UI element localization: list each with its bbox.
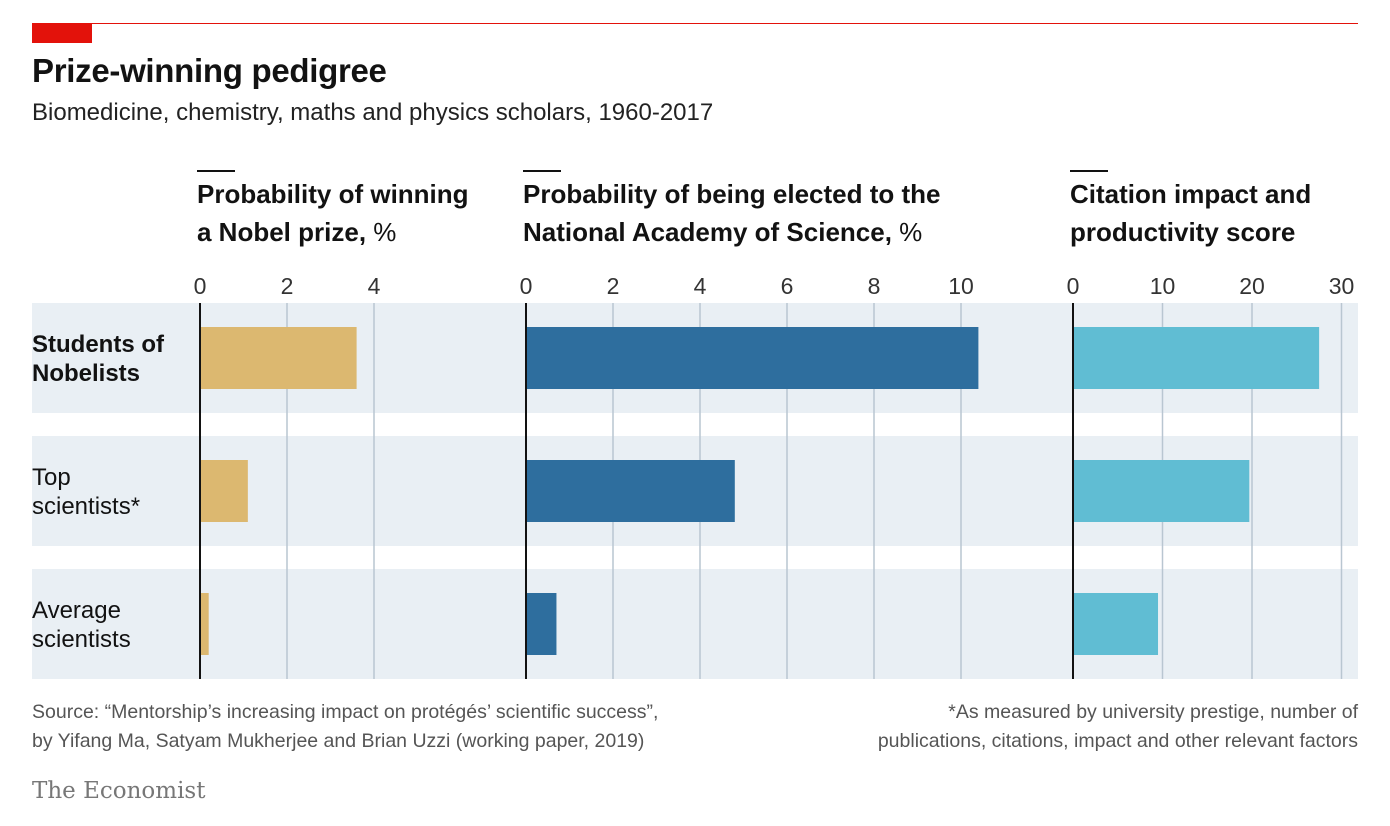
- panel-title-text: Probability of being elected to the: [523, 179, 941, 209]
- tick-label: 20: [1239, 273, 1265, 299]
- bar: [200, 327, 357, 389]
- tick-label: 6: [781, 273, 794, 299]
- tick-label: 8: [868, 273, 881, 299]
- row-label-line-1: Top: [32, 464, 71, 491]
- panel-title-unit: %: [892, 217, 922, 247]
- panel-title-text: productivity score: [1070, 217, 1295, 247]
- brand-red-bar: [32, 23, 92, 43]
- panel-title-line-2: National Academy of Science, %: [523, 217, 922, 247]
- tick-label: 30: [1329, 273, 1355, 299]
- row-label-line-2: scientists: [32, 626, 131, 653]
- panel-title-text: Probability of winning: [197, 179, 469, 209]
- chart-subtitle: Biomedicine, chemistry, maths and physic…: [32, 99, 714, 126]
- panel-title-text: a Nobel prize,: [197, 217, 366, 247]
- panel-title-line-1: Probability of winning: [197, 179, 469, 209]
- chart-title: Prize-winning pedigree: [32, 52, 387, 89]
- row-label-line-1: Students of: [32, 331, 165, 358]
- panel-title-unit: %: [366, 217, 396, 247]
- bar: [526, 593, 557, 655]
- footnote-line-1: *As measured by university prestige, num…: [948, 701, 1358, 723]
- row-label-line-2: scientists*: [32, 493, 140, 520]
- bar: [526, 460, 735, 522]
- tick-label: 0: [520, 273, 533, 299]
- tick-label: 0: [1067, 273, 1080, 299]
- tick-label: 4: [694, 273, 707, 299]
- bar: [1073, 327, 1320, 389]
- bar: [200, 460, 248, 522]
- panel-title-line-2: productivity score: [1070, 217, 1295, 247]
- panel-title-text: National Academy of Science,: [523, 217, 892, 247]
- tick-label: 4: [368, 273, 381, 299]
- bar: [526, 327, 979, 389]
- bar: [1073, 460, 1250, 522]
- row-label-line-2: Nobelists: [32, 360, 140, 387]
- footnote: *As measured by university prestige, num…: [878, 698, 1358, 756]
- panel-title-line-2: a Nobel prize, %: [197, 217, 396, 247]
- bar: [200, 593, 209, 655]
- bar: [1073, 593, 1159, 655]
- economist-brand: The Economist: [32, 778, 206, 804]
- row-background: [32, 569, 1358, 679]
- panel-title-line-1: Probability of being elected to the: [523, 179, 941, 209]
- source-note: Source: “Mentorship’s increasing impact …: [32, 698, 658, 756]
- top-rule: [32, 23, 1358, 24]
- row-label-line-1: Average: [32, 597, 121, 624]
- source-line-2: by Yifang Ma, Satyam Mukherjee and Brian…: [32, 730, 645, 752]
- panel-title-line-1: Citation impact and: [1070, 179, 1311, 209]
- source-line-1: Source: “Mentorship’s increasing impact …: [32, 701, 659, 723]
- tick-label: 10: [1150, 273, 1176, 299]
- tick-label: 2: [607, 273, 620, 299]
- panel-title-text: Citation impact and: [1070, 179, 1311, 209]
- tick-label: 2: [281, 273, 294, 299]
- tick-label: 0: [194, 273, 207, 299]
- tick-label: 10: [948, 273, 974, 299]
- footnote-line-2: publications, citations, impact and othe…: [877, 730, 1358, 752]
